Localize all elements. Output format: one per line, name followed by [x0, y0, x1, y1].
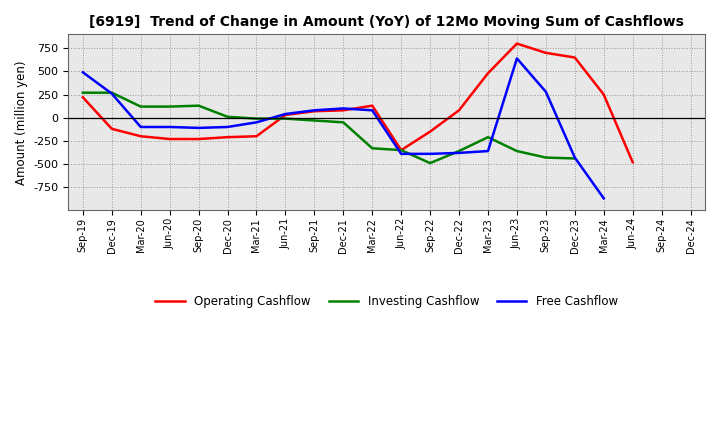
Operating Cashflow [252, 134, 261, 139]
Investing Cashflow [484, 135, 492, 140]
Investing Cashflow [513, 148, 521, 154]
Title: [6919]  Trend of Change in Amount (YoY) of 12Mo Moving Sum of Cashflows: [6919] Trend of Change in Amount (YoY) o… [89, 15, 684, 29]
Operating Cashflow [107, 126, 116, 132]
Free Cashflow [194, 125, 203, 131]
Investing Cashflow [136, 104, 145, 109]
Free Cashflow [136, 125, 145, 130]
Free Cashflow [107, 91, 116, 96]
Free Cashflow [339, 106, 348, 111]
Investing Cashflow [541, 155, 550, 160]
Free Cashflow [223, 125, 232, 130]
Free Cashflow [426, 151, 434, 157]
Legend: Operating Cashflow, Investing Cashflow, Free Cashflow: Operating Cashflow, Investing Cashflow, … [150, 290, 623, 313]
Free Cashflow [166, 125, 174, 130]
Operating Cashflow [136, 134, 145, 139]
Investing Cashflow [166, 104, 174, 109]
Investing Cashflow [310, 118, 319, 123]
Operating Cashflow [310, 109, 319, 114]
Y-axis label: Amount (million yen): Amount (million yen) [15, 60, 28, 185]
Operating Cashflow [78, 95, 87, 100]
Operating Cashflow [397, 147, 405, 153]
Investing Cashflow [107, 90, 116, 95]
Operating Cashflow [368, 103, 377, 108]
Operating Cashflow [281, 112, 289, 117]
Operating Cashflow [426, 129, 434, 134]
Line: Operating Cashflow: Operating Cashflow [83, 44, 633, 162]
Free Cashflow [368, 108, 377, 113]
Operating Cashflow [541, 50, 550, 55]
Free Cashflow [600, 196, 608, 201]
Investing Cashflow [455, 148, 464, 154]
Operating Cashflow [570, 55, 579, 60]
Investing Cashflow [223, 114, 232, 119]
Investing Cashflow [397, 147, 405, 153]
Free Cashflow [281, 111, 289, 117]
Investing Cashflow [570, 156, 579, 161]
Operating Cashflow [455, 108, 464, 113]
Free Cashflow [541, 89, 550, 95]
Free Cashflow [310, 108, 319, 113]
Investing Cashflow [252, 116, 261, 121]
Investing Cashflow [281, 116, 289, 121]
Line: Investing Cashflow: Investing Cashflow [83, 93, 575, 163]
Operating Cashflow [166, 136, 174, 142]
Line: Free Cashflow: Free Cashflow [83, 59, 604, 198]
Investing Cashflow [194, 103, 203, 108]
Free Cashflow [570, 155, 579, 160]
Investing Cashflow [78, 90, 87, 95]
Free Cashflow [397, 151, 405, 157]
Operating Cashflow [339, 108, 348, 113]
Operating Cashflow [484, 70, 492, 76]
Operating Cashflow [513, 41, 521, 46]
Operating Cashflow [194, 136, 203, 142]
Free Cashflow [513, 56, 521, 61]
Operating Cashflow [600, 92, 608, 97]
Operating Cashflow [223, 135, 232, 140]
Operating Cashflow [629, 160, 637, 165]
Free Cashflow [252, 120, 261, 125]
Free Cashflow [484, 148, 492, 154]
Free Cashflow [78, 70, 87, 75]
Investing Cashflow [368, 146, 377, 151]
Free Cashflow [455, 150, 464, 156]
Investing Cashflow [426, 161, 434, 166]
Investing Cashflow [339, 120, 348, 125]
